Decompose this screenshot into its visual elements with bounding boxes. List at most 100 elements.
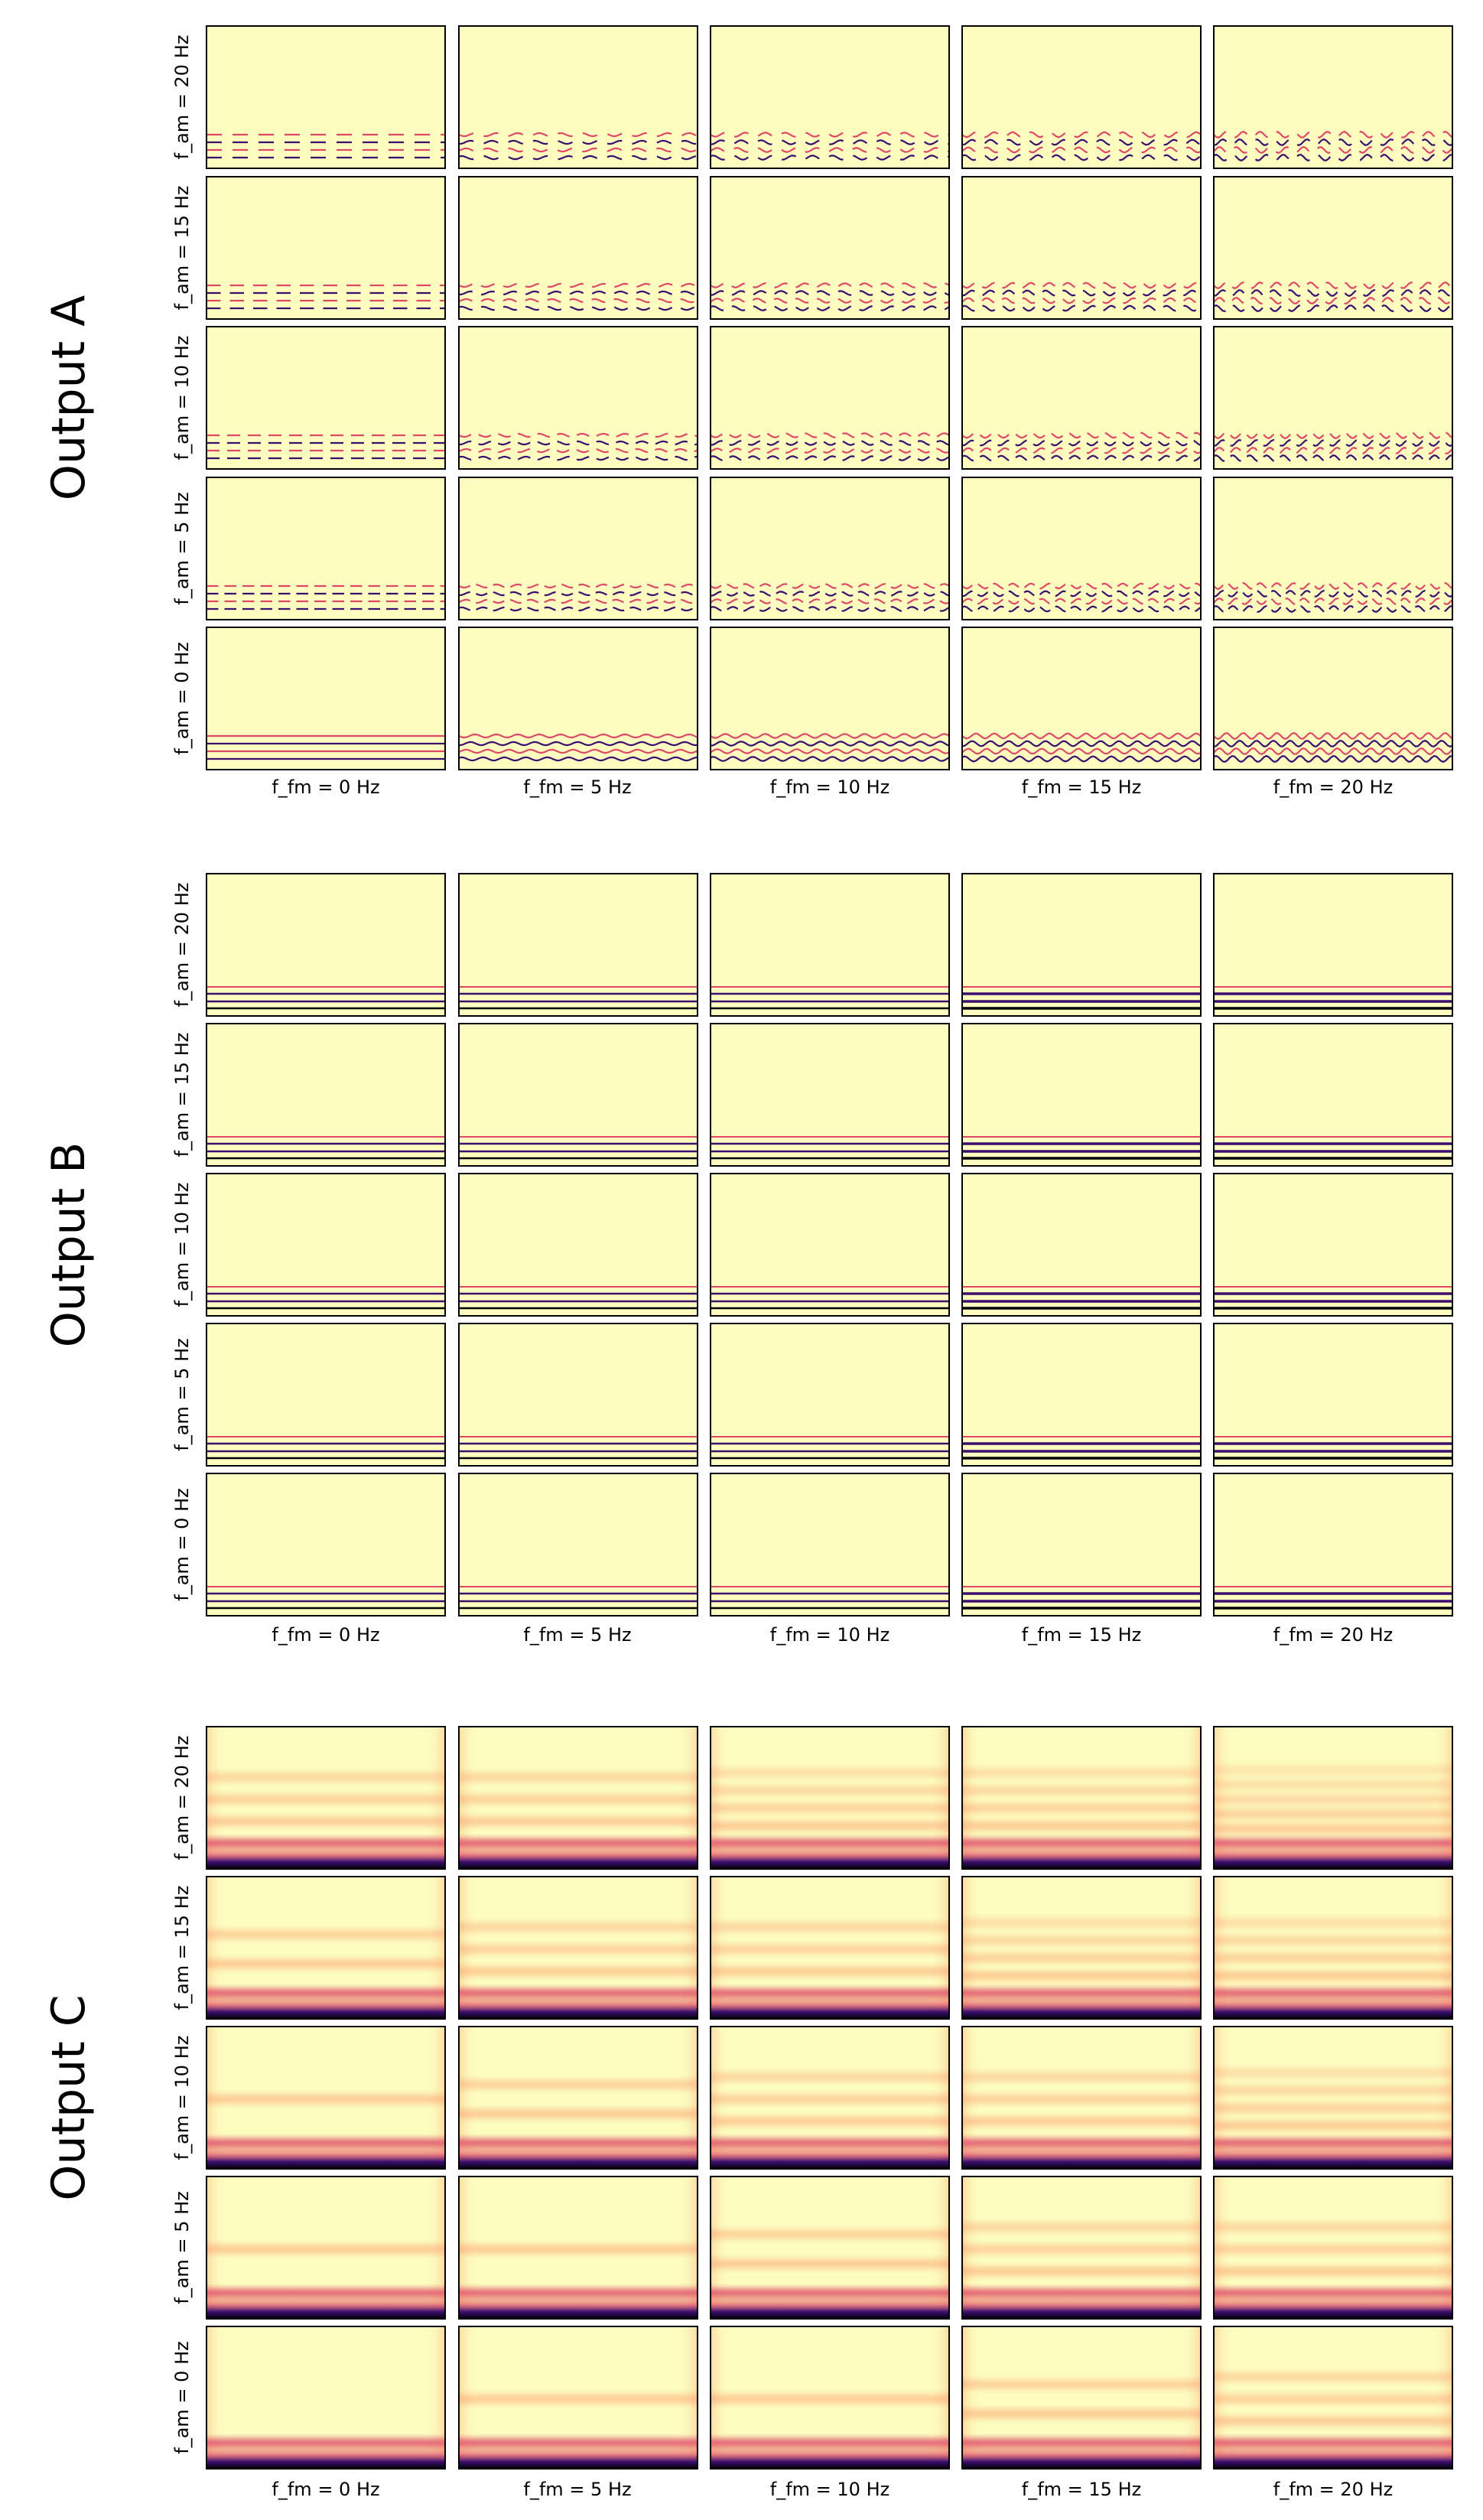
panel-a-r1-c3 — [961, 176, 1202, 320]
low-frequency-band — [459, 1877, 698, 2019]
spectral-line — [711, 598, 949, 604]
spectral-line — [1214, 438, 1452, 448]
spectral-line — [1214, 747, 1452, 756]
low-frequency-band — [711, 2326, 949, 2469]
panel-background — [962, 1024, 1201, 1166]
panel-a-r3-c4 — [1213, 477, 1453, 620]
spectral-line — [1214, 138, 1452, 147]
panel-c-r4-c4 — [1213, 2326, 1453, 2470]
panel-frame — [710, 2326, 950, 2470]
panel-frame — [1213, 1323, 1453, 1467]
spectral-line — [459, 139, 698, 145]
panel-c-r2-c0 — [206, 2026, 446, 2170]
panel-frame — [961, 1473, 1202, 1617]
panel-c-r2-c2 — [710, 2026, 950, 2170]
row-label-a-3: f_am = 5 Hz — [171, 492, 193, 604]
panel-c-r0-c3 — [961, 1726, 1202, 1870]
low-frequency-band — [1214, 2027, 1452, 2169]
low-frequency-band — [962, 1877, 1201, 2019]
panel-c-r3-c4 — [1213, 2176, 1453, 2320]
spectral-line — [962, 747, 1201, 755]
spectral-line — [1214, 288, 1452, 298]
panel-frame — [206, 2326, 446, 2470]
panel-frame — [710, 2176, 950, 2320]
col-label-a-1: f_fm = 5 Hz — [523, 777, 631, 798]
panel-background — [459, 874, 698, 1016]
spectral-line — [711, 448, 949, 454]
panel-b-r3-c4 — [1213, 1323, 1453, 1467]
panel-background — [962, 477, 1201, 620]
panel-c-r1-c0 — [206, 1876, 446, 2020]
row-label-b-4: f_am = 0 Hz — [171, 1488, 193, 1600]
panel-frame — [961, 1173, 1202, 1317]
panel-frame — [206, 2026, 446, 2170]
spectral-line — [459, 155, 698, 161]
spectral-line — [711, 298, 949, 304]
panel-frame — [206, 477, 446, 620]
spectral-line — [962, 439, 1201, 447]
panel-a-r4-c2 — [710, 627, 950, 770]
panel-frame — [710, 477, 950, 620]
spectral-line — [962, 154, 1201, 161]
col-label-b-2: f_fm = 10 Hz — [770, 1624, 889, 1646]
col-label-a-4: f_fm = 20 Hz — [1273, 777, 1393, 798]
spectral-line — [711, 591, 949, 597]
panel-c-r4-c0 — [206, 2326, 446, 2470]
spectral-line — [459, 305, 698, 311]
panel-frame — [458, 477, 698, 620]
panel-frame — [1213, 25, 1453, 169]
spectral-line — [711, 741, 949, 747]
spectral-line — [962, 605, 1201, 613]
spectral-line — [1214, 281, 1452, 290]
heatmap-panels — [206, 25, 1453, 2470]
panel-frame — [961, 2326, 1202, 2470]
panel-a-r0-c4 — [1213, 25, 1453, 169]
spectral-line — [962, 131, 1201, 138]
spectral-line — [459, 741, 698, 747]
panel-a-r2-c1 — [458, 326, 698, 470]
spectral-line — [1214, 446, 1452, 455]
panel-b-r1-c3 — [961, 1023, 1202, 1167]
low-frequency-band — [207, 1727, 445, 1869]
panel-c-r3-c2 — [710, 2176, 950, 2320]
spectral-line — [1214, 454, 1452, 463]
panel-frame — [710, 25, 950, 169]
panel-background — [459, 1024, 698, 1166]
spectral-line — [711, 733, 949, 739]
panel-b-r3-c1 — [458, 1323, 698, 1467]
spectral-line — [962, 590, 1201, 597]
spectral-line — [711, 455, 949, 461]
spectral-line — [459, 598, 698, 604]
panel-frame — [458, 1323, 698, 1467]
spectral-line — [459, 591, 698, 597]
spectral-line — [459, 606, 698, 612]
panel-frame — [1213, 477, 1453, 620]
panel-frame — [1213, 326, 1453, 470]
panel-c-r3-c0 — [206, 2176, 446, 2320]
low-frequency-band — [962, 2027, 1201, 2169]
panel-frame — [710, 326, 950, 470]
panel-background — [711, 627, 949, 770]
panel-c-r0-c0 — [206, 1726, 446, 1870]
col-label-b-3: f_fm = 15 Hz — [1022, 1624, 1141, 1646]
panel-background — [207, 477, 445, 620]
panel-background — [1214, 1174, 1452, 1316]
panel-frame — [1213, 1473, 1453, 1617]
panel-frame — [1213, 1173, 1453, 1317]
row-label-c-2: f_am = 10 Hz — [171, 2036, 193, 2160]
col-label-c-3: f_fm = 15 Hz — [1022, 2479, 1141, 2500]
panel-b-r1-c4 — [1213, 1023, 1453, 1167]
col-label-b-0: f_fm = 0 Hz — [272, 1624, 379, 1646]
panel-frame — [1213, 1876, 1453, 2020]
panel-background — [962, 1323, 1201, 1466]
panel-background — [459, 477, 698, 620]
panel-c-r1-c4 — [1213, 1876, 1453, 2020]
panel-frame — [961, 2026, 1202, 2170]
panel-frame — [1213, 627, 1453, 770]
panel-b-r1-c1 — [458, 1023, 698, 1167]
panel-b-r4-c2 — [710, 1473, 950, 1617]
panel-background — [711, 1174, 949, 1316]
spectral-line — [711, 139, 949, 145]
panel-c-r1-c1 — [458, 1876, 698, 2020]
low-frequency-band — [711, 1877, 949, 2019]
